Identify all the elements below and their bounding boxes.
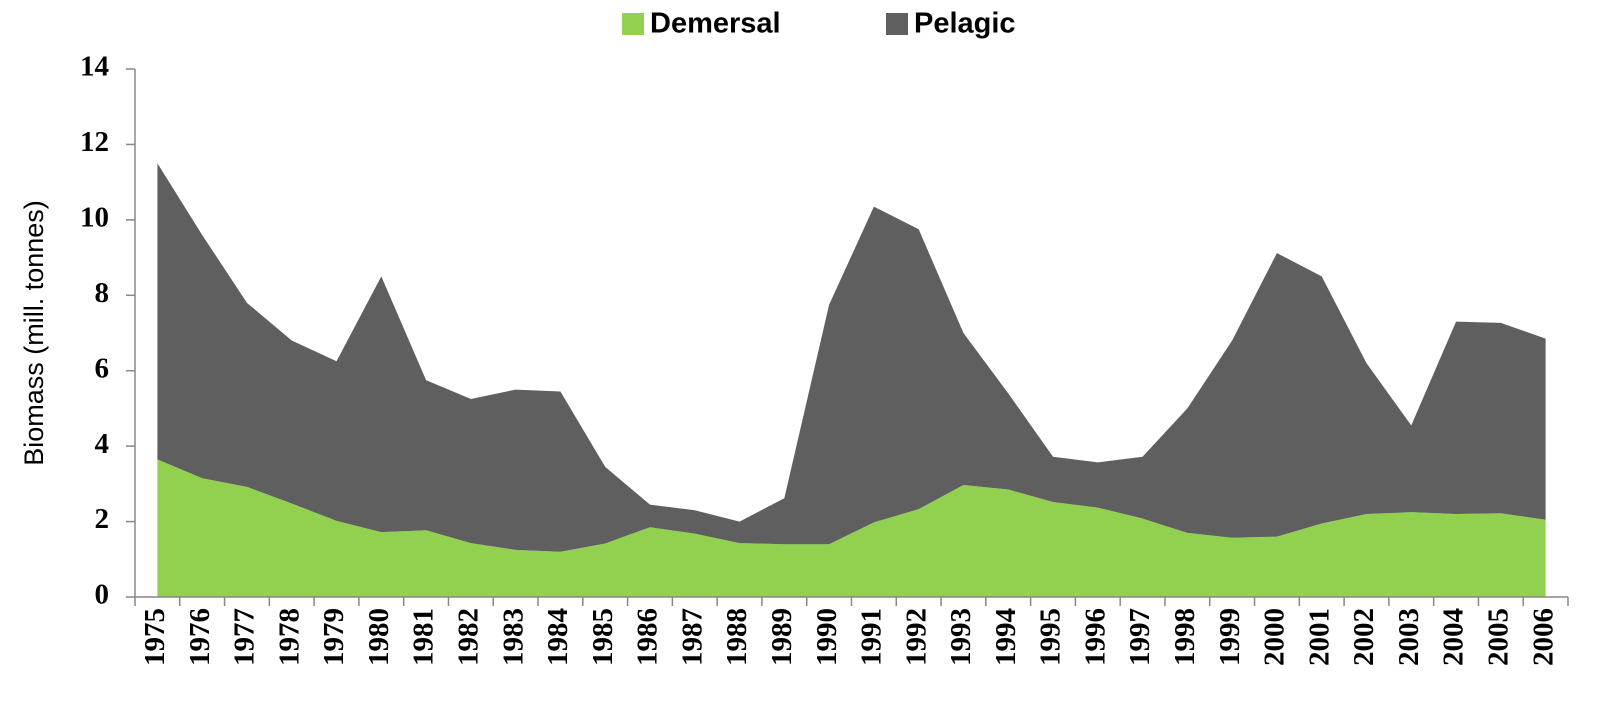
legend-swatch — [622, 13, 644, 35]
x-tick-label: 1979 — [318, 608, 350, 666]
x-tick-label: 1978 — [273, 608, 305, 666]
x-tick-label: 2003 — [1393, 608, 1425, 666]
x-tick-label: 1985 — [587, 608, 619, 666]
x-tick-label: 2006 — [1527, 608, 1559, 666]
area — [157, 459, 1546, 597]
x-tick-label: 1987 — [676, 608, 708, 666]
x-tick-label: 1996 — [1079, 608, 1111, 666]
x-tick-label: 1977 — [229, 608, 261, 666]
x-tick-label: 1982 — [453, 608, 485, 666]
legend-label: Demersal — [650, 8, 781, 40]
y-tick-label: 4 — [95, 428, 110, 460]
x-tick-label: 1995 — [1035, 608, 1067, 666]
x-tick-label: 1991 — [856, 608, 888, 666]
y-tick-label: 12 — [80, 126, 109, 158]
y-tick-label: 14 — [80, 51, 109, 83]
x-tick-label: 1992 — [900, 608, 932, 666]
x-tick-label: 1984 — [542, 608, 574, 666]
x-tick-label: 2005 — [1482, 608, 1514, 666]
x-tick-label: 1993 — [945, 608, 977, 666]
x-tick-label: 1998 — [1169, 608, 1201, 666]
x-tick-label: 1988 — [721, 608, 753, 666]
x-tick-label: 1980 — [363, 608, 395, 666]
x-tick-label: 1981 — [408, 608, 440, 666]
x-tick-label: 1989 — [766, 608, 798, 666]
x-tick-label: 1976 — [184, 608, 216, 666]
x-tick-label: 2004 — [1438, 608, 1470, 666]
y-axis-title: Biomass (mill. tonnes) — [19, 200, 49, 466]
y-tick-label: 6 — [95, 352, 110, 384]
x-tick-label: 1986 — [632, 608, 664, 666]
x-tick-label: 1975 — [139, 608, 171, 666]
x-tick-label: 2002 — [1348, 608, 1380, 666]
area — [157, 163, 1546, 552]
x-tick-label: 2001 — [1303, 608, 1335, 666]
y-tick-label: 0 — [95, 579, 110, 611]
y-tick-label: 2 — [95, 503, 110, 535]
x-tick-label: 1999 — [1214, 608, 1246, 666]
x-tick-label: 1983 — [497, 608, 529, 666]
x-tick-label: 1994 — [990, 608, 1022, 666]
x-tick-label: 1990 — [811, 608, 843, 666]
x-tick-label: 1997 — [1124, 608, 1156, 666]
x-tick-label: 2000 — [1259, 608, 1291, 666]
y-tick-label: 8 — [95, 277, 110, 309]
legend-swatch — [886, 13, 908, 35]
legend-label: Pelagic — [914, 8, 1016, 40]
y-tick-label: 10 — [80, 202, 109, 234]
